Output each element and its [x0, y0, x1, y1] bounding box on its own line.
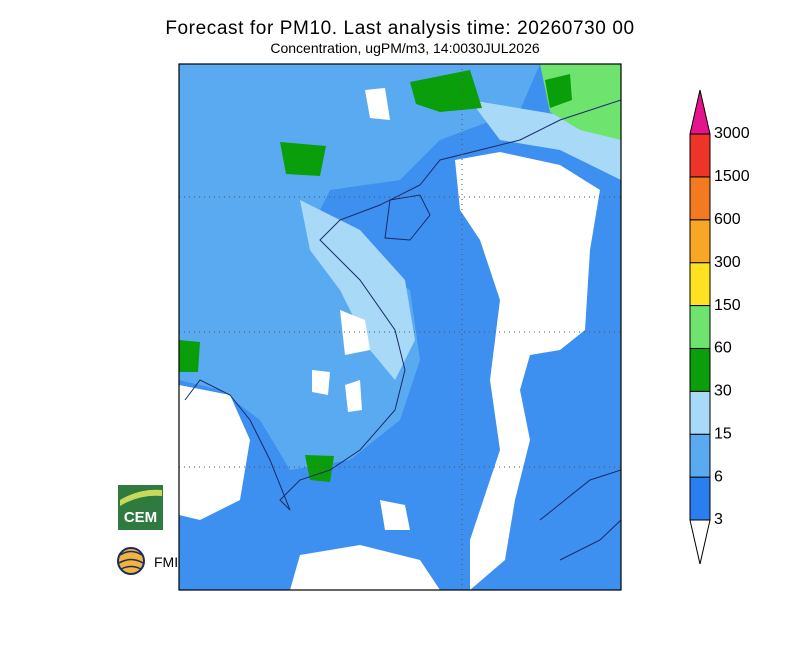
fmi-lines	[118, 550, 144, 570]
clean-land	[345, 380, 362, 412]
clean-land	[312, 370, 330, 395]
colorbar-segment	[689, 305, 711, 349]
colorbar-label: 15	[714, 425, 732, 442]
fmi-logo: FMI	[117, 547, 178, 575]
colorbar-segment	[689, 262, 711, 307]
cem-logo: CEM	[118, 485, 163, 530]
colorbar-label: 30	[714, 383, 732, 400]
colorbar-label: 1500	[714, 168, 750, 185]
coastline	[184, 99, 621, 511]
colorbar-label: 3000	[714, 125, 750, 142]
colorbar-segment	[689, 133, 711, 178]
clean-sea	[380, 500, 410, 530]
colorbar: 3 6 15 30 60 150 300 600 1500 3000	[689, 89, 750, 565]
coastline	[384, 194, 431, 241]
clean-land	[365, 88, 390, 120]
colorbar-segment	[689, 176, 711, 221]
map	[178, 63, 622, 591]
clean-sea	[179, 385, 250, 520]
colorbar-label: 60	[714, 340, 732, 357]
high-region	[545, 74, 572, 108]
colorbar-label: 600	[714, 211, 741, 228]
clean-sea	[290, 545, 440, 590]
colorbar-segment	[689, 433, 711, 478]
subtitle: Concentration, ugPM/m3, 14:0030JUL2026	[270, 40, 539, 56]
colorbar-label: 6	[714, 468, 723, 485]
cem-swoosh	[120, 489, 162, 506]
colorbar-segment	[689, 390, 711, 435]
high-region	[280, 142, 326, 176]
light-region	[470, 100, 621, 180]
high-region	[410, 70, 482, 112]
high-region	[305, 455, 334, 482]
colorbar-label: 300	[714, 254, 741, 271]
map-frame	[178, 63, 622, 591]
fmi-text: FMI	[154, 554, 178, 570]
light-region	[300, 200, 415, 380]
high-region	[179, 340, 200, 372]
colorbar-segment	[689, 219, 711, 264]
colorbar-segment	[689, 347, 711, 392]
colorbar-segment	[689, 476, 711, 521]
colorbar-under	[689, 519, 711, 565]
title: Forecast for PM10. Last analysis time: 2…	[165, 18, 634, 39]
cem-text: CEM	[124, 509, 157, 526]
coastline	[539, 469, 621, 561]
colorbar-label: 150	[714, 297, 741, 314]
colorbar-label: 3	[714, 511, 723, 528]
clean-sea	[455, 152, 600, 590]
colorbar-over	[689, 89, 711, 135]
